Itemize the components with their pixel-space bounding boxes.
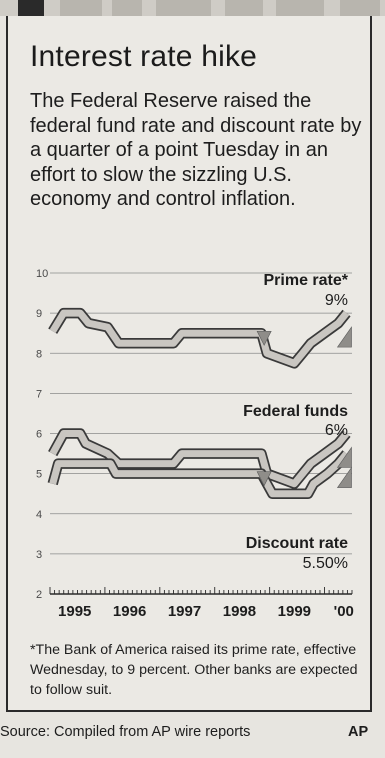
rate-hike-arrow (336, 326, 352, 348)
y-tick-label: 8 (36, 348, 42, 360)
graphic-panel (6, 16, 372, 712)
x-tick-label: 1998 (223, 603, 256, 620)
x-tick-label: 1999 (278, 603, 311, 620)
x-tick-label: 1996 (113, 603, 146, 620)
rate-cut-arrow (256, 471, 272, 487)
rate-cut-arrow (256, 330, 272, 346)
y-axis: 10 9 8 7 6 5 4 3 2 (36, 268, 48, 601)
y-tick-label: 10 (36, 268, 48, 280)
rate-change-arrows (256, 326, 352, 488)
y-tick-label: 2 (36, 589, 42, 601)
series-end-value: 9% (325, 292, 348, 309)
series-end-value: 6% (325, 422, 348, 439)
y-tick-label: 3 (36, 549, 42, 561)
series-line-1 (49, 309, 350, 367)
x-axis: 1995 1996 1997 1998 1999 '00 (49, 587, 354, 620)
y-tick-label: 7 (36, 388, 42, 400)
x-tick-label: '00 (334, 603, 354, 620)
x-tick-label: 1995 (58, 603, 91, 620)
headline: Interest rate hike (30, 40, 258, 73)
series-end-value: 5.50% (303, 555, 348, 572)
x-tick-label: 1997 (168, 603, 201, 620)
y-tick-label: 6 (36, 429, 42, 441)
series-name-label: Discount rate (246, 535, 348, 552)
rate-hike-arrow (336, 446, 352, 468)
header-strip (0, 0, 385, 16)
source-line: Source: Compiled from AP wire reports (0, 724, 251, 740)
series-line-2 (49, 430, 350, 488)
agency-credit: AP (348, 724, 369, 740)
series-name-label: Federal funds (243, 403, 348, 420)
rate-chart: 1995 1996 1997 1998 1999 '00 10 9 8 7 6 5 4 3 2 Prime… (36, 268, 354, 620)
series-name-label: Prime rate* (264, 272, 349, 289)
lead-text: The Federal Reserve raised the federal f… (30, 90, 362, 210)
y-tick-label: 9 (36, 308, 42, 320)
footnote: *The Bank of America raised its prime ra… (30, 642, 358, 698)
y-tick-label: 4 (36, 509, 42, 521)
rate-hike-arrow (336, 466, 352, 488)
series-layer (47, 307, 351, 499)
series-labels: Prime rate* 9% Federal funds 6% Discount rat… (243, 272, 349, 572)
y-tick-label: 5 (36, 469, 42, 481)
series-line-3 (49, 451, 350, 498)
